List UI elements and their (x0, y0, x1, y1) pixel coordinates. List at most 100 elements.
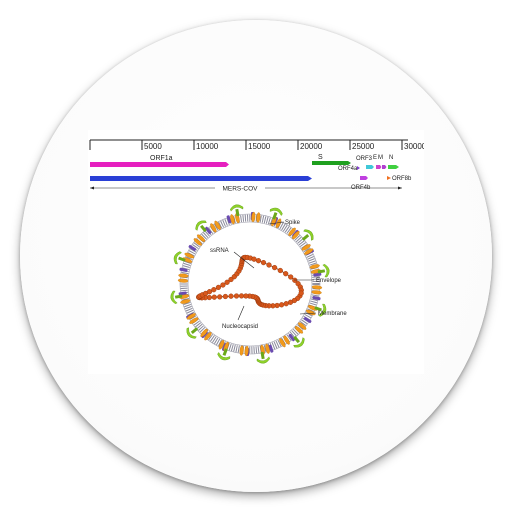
nucleocapsid-bead (279, 302, 285, 308)
spike-protein (186, 327, 199, 339)
gene-label-orf3: ORF3 (356, 156, 373, 162)
orf3-arrow (366, 165, 374, 169)
nucleocapsid-chain (196, 254, 304, 309)
gene-label-orf1a: ORF1a (150, 155, 173, 162)
envelope-protein (251, 211, 261, 223)
orf8b-arrow (387, 176, 391, 180)
s-arrow (312, 161, 351, 165)
genome-length-bar: MERS-COV (90, 184, 402, 193)
genome-length-arrowhead-left (90, 186, 94, 190)
nucleocapsid-bead (228, 293, 234, 299)
tick-label-15000: 15000 (248, 142, 271, 151)
nucleocapsid-bead (220, 282, 226, 288)
envelope-protein (177, 273, 189, 283)
nucleocapsid-bead (298, 290, 304, 296)
nucleocapsid-bead (260, 260, 267, 266)
membrane-protein (313, 272, 322, 277)
nucleocapsid-bead (288, 274, 294, 280)
envelope-proteins (177, 211, 323, 357)
label-nucleocapsid: Nucleocapsid (222, 324, 258, 330)
bilayer-outer-edge (179, 213, 321, 355)
label-envelope: Envelope (316, 278, 342, 284)
orf1b-junction (220, 176, 228, 181)
spike-protein (256, 351, 270, 364)
membrane-leader-line (299, 312, 317, 315)
nucleocapsid-bead (283, 301, 289, 307)
mers-cov-figure: 5000 10000 15000 20000 25000 30000 ORF1a… (88, 130, 424, 374)
spike-protein (314, 303, 327, 317)
lipid-bilayer (180, 214, 320, 354)
spike-protein (173, 251, 186, 265)
envelope-protein (210, 220, 221, 233)
nucleocapsid-bead (283, 271, 289, 277)
gene-row-1 (90, 161, 399, 169)
gene-label-n: N (389, 155, 393, 161)
envelope-protein (193, 234, 206, 246)
genome-ruler: 5000 10000 15000 20000 25000 30000 (89, 139, 424, 151)
membrane-protein (178, 291, 187, 296)
tick-label-20000: 20000 (300, 142, 323, 151)
membrane-protein (188, 244, 197, 251)
spike-protein (269, 207, 283, 220)
envelope-protein (294, 322, 307, 334)
nucleocapsid-bead (243, 293, 249, 299)
virion-diagram (170, 204, 330, 364)
spike-protein (301, 229, 314, 241)
nucleocapsid-bead (292, 277, 298, 283)
ssrna-leader-line (233, 251, 255, 269)
membrane-protein (312, 296, 321, 301)
nucleocapsid-bead (272, 265, 278, 271)
spike-proteins (170, 204, 330, 364)
nucleocapsid-bead (217, 294, 223, 300)
viral-envelope (179, 213, 321, 355)
envelope-protein (200, 328, 212, 341)
tick-label-30000: 30000 (404, 142, 424, 151)
envelope-protein (186, 313, 199, 324)
tick-label-5000: 5000 (144, 142, 162, 151)
membrane-protein (288, 333, 296, 342)
orf4a-arrow (357, 166, 360, 170)
membrane-protein (179, 267, 188, 272)
bilayer-inner-edge (187, 221, 313, 347)
m-arrow (382, 165, 387, 169)
gene-label-s: S (318, 154, 323, 161)
spike-protein (195, 220, 207, 233)
nucleocapsid-bead (206, 289, 213, 295)
orf1a-arrow (90, 162, 229, 167)
nucleocapsid-bead (228, 276, 234, 283)
label-membrane: Membrane (318, 311, 347, 317)
envelope-protein (301, 244, 314, 255)
orf1b-arrow (90, 176, 312, 181)
membrane-protein (268, 344, 274, 353)
nucleocapsid-bead (211, 287, 217, 293)
tick-label-25000: 25000 (352, 142, 375, 151)
envelope-protein (260, 343, 270, 355)
gene-label-orf8b: ORF8b (392, 176, 412, 182)
orf4b-arrow (360, 176, 368, 180)
spike-leader-line (268, 221, 285, 225)
e-arrow (376, 165, 382, 169)
spike-protein (170, 290, 183, 304)
nucleocapsid-bead (277, 267, 283, 274)
nucleocapsid-bead (211, 294, 217, 300)
membrane-protein (226, 215, 232, 224)
envelope-protein (279, 335, 290, 348)
nucleocapsid-leader-line (237, 305, 245, 321)
membrane-protein (204, 226, 212, 235)
envelope-protein (311, 285, 323, 295)
nucleocapsid-bead (222, 293, 229, 300)
nucleocapsid-bead (224, 279, 230, 285)
genome-length-arrowhead-right (398, 186, 402, 190)
gene-row-2 (90, 176, 391, 181)
n-arrow (388, 165, 399, 169)
nucleocapsid-bead (287, 299, 294, 305)
label-ssrna: ssRNA (210, 248, 229, 254)
tick-label-10000: 10000 (196, 142, 219, 151)
nucleocapsid-bead (255, 258, 262, 264)
spike-protein (293, 335, 305, 348)
nucleocapsid-bead (251, 256, 257, 262)
envelope-protein (288, 227, 300, 240)
gene-label-e: E (373, 155, 377, 161)
envelope-protein (239, 345, 249, 357)
nucleocapsid-bead (215, 284, 221, 291)
